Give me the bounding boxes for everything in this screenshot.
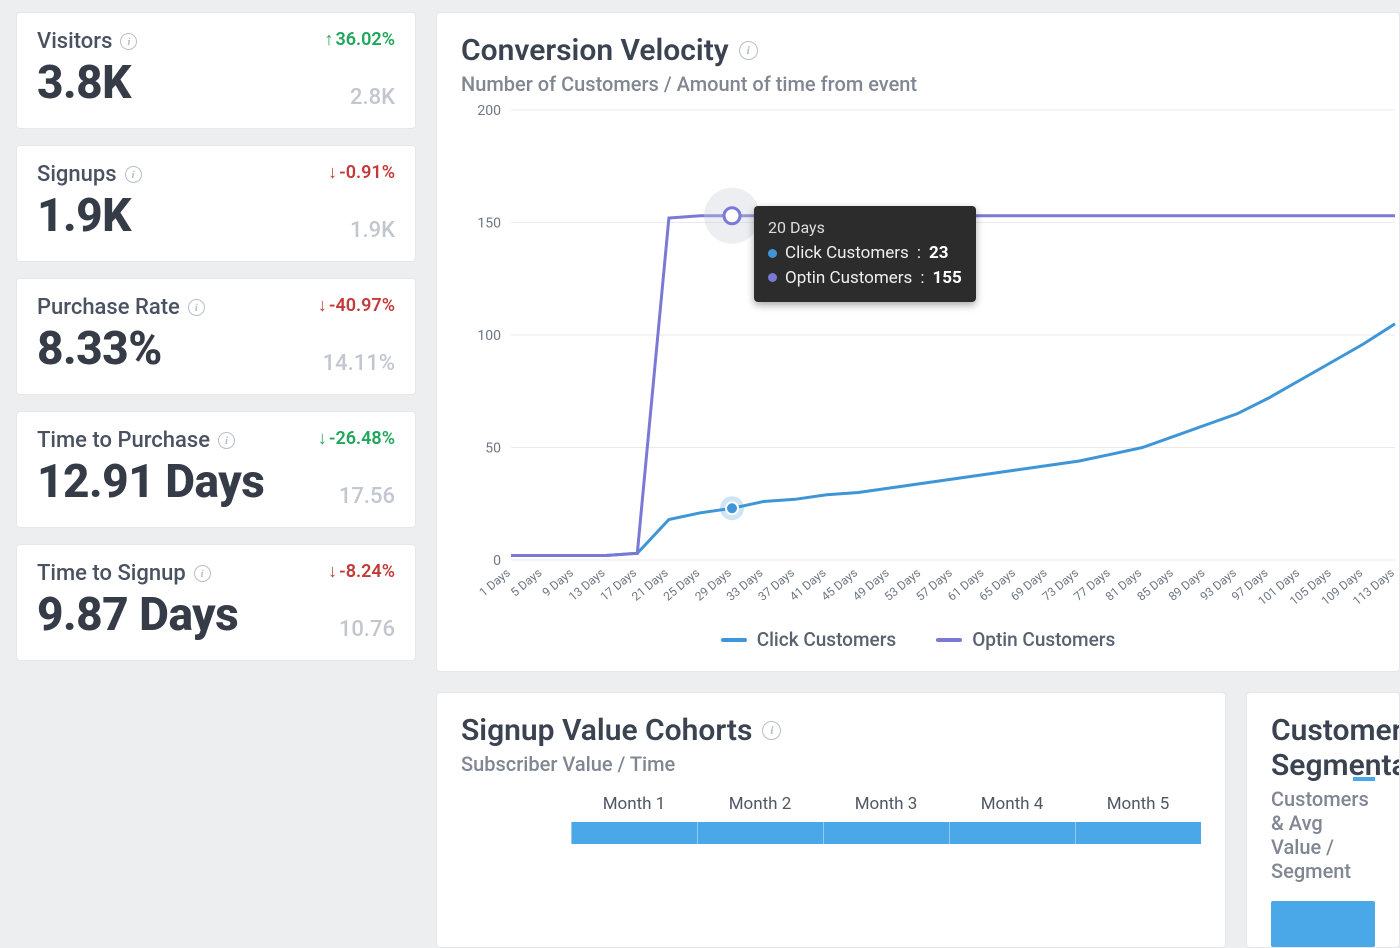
metric-delta: ↓ -40.97% xyxy=(318,295,395,316)
tooltip-series-label: Optin Customers xyxy=(785,266,912,291)
signup-value-cohorts-panel: Signup Value Cohorts i Subscriber Value … xyxy=(436,692,1226,948)
metric-title: Signups xyxy=(37,162,117,187)
conversion-velocity-chart[interactable]: 0501001502001 Days5 Days9 Days13 Days17 … xyxy=(461,100,1375,620)
cohort-column-headers: Month 1 Month 2 Month 3 Month 4 Month 5 xyxy=(461,794,1201,814)
panel-subtitle: Customers & Avg Value / Segment xyxy=(1271,787,1375,883)
metric-delta: ↓ -0.91% xyxy=(328,162,395,183)
svg-text:5 Days: 5 Days xyxy=(508,566,545,600)
info-icon[interactable]: i xyxy=(188,299,205,316)
metric-value: 1.9K xyxy=(37,189,142,243)
chart-legend: Click Customers Optin Customers xyxy=(461,628,1375,651)
cohort-col: Month 5 xyxy=(1075,794,1201,814)
metric-card-time-to-signup[interactable]: Time to Signup i 9.87 Days ↓ -8.24% 10.7… xyxy=(16,544,416,661)
metric-compare: 2.8K xyxy=(350,85,395,110)
metric-compare: 14.11% xyxy=(323,351,395,376)
cohort-col: Month 1 xyxy=(571,794,697,814)
metric-delta: ↓ -26.48% xyxy=(318,428,395,449)
metric-card-purchase-rate[interactable]: Purchase Rate i 8.33% ↓ -40.97% 14.11% xyxy=(16,278,416,395)
tooltip-series-value: 23 xyxy=(929,241,949,266)
metric-title: Visitors xyxy=(37,29,112,54)
metric-title: Purchase Rate xyxy=(37,295,180,320)
arrow-up-icon: ↑ xyxy=(324,31,333,49)
legend-item-optin[interactable]: Optin Customers xyxy=(936,628,1115,651)
metric-card-visitors[interactable]: Visitors i 3.8K ↑ 36.02% 2.8K xyxy=(16,12,416,129)
info-icon[interactable]: i xyxy=(194,565,211,582)
info-icon[interactable]: i xyxy=(218,432,235,449)
cohort-col: Month 3 xyxy=(823,794,949,814)
svg-text:1 Days: 1 Days xyxy=(476,566,513,600)
tooltip-series-value: 155 xyxy=(932,266,961,291)
metric-delta: ↑ 36.02% xyxy=(324,29,395,50)
panel-title: Signup Value Cohorts xyxy=(461,713,752,748)
panel-title: Conversion Velocity xyxy=(461,33,729,68)
arrow-down-icon: ↓ xyxy=(328,164,337,182)
metric-value: 9.87 Days xyxy=(37,588,238,642)
panel-subtitle: Number of Customers / Amount of time fro… xyxy=(461,72,1375,96)
tooltip-dot-icon xyxy=(768,273,777,282)
legend-swatch-icon xyxy=(936,638,962,642)
cohort-col: Month 2 xyxy=(697,794,823,814)
panel-title: Customer Segmentation xyxy=(1271,713,1400,783)
metric-card-time-to-purchase[interactable]: Time to Purchase i 12.91 Days ↓ -26.48% … xyxy=(16,411,416,528)
segment-legend-swatch-icon xyxy=(1353,777,1375,781)
tooltip-dot-icon xyxy=(768,249,777,258)
svg-text:0: 0 xyxy=(493,553,501,569)
info-icon[interactable]: i xyxy=(739,41,758,60)
info-icon[interactable]: i xyxy=(120,33,137,50)
svg-text:100: 100 xyxy=(477,328,501,344)
metrics-sidebar: Visitors i 3.8K ↑ 36.02% 2.8K Signups i … xyxy=(16,12,416,948)
arrow-down-icon: ↓ xyxy=(318,297,327,315)
metric-compare: 1.9K xyxy=(350,218,395,243)
chart-tooltip: 20 Days Click Customers: 23 Optin Custom… xyxy=(754,206,976,302)
arrow-down-icon: ↓ xyxy=(328,563,337,581)
svg-text:200: 200 xyxy=(477,103,501,119)
customer-segmentation-panel: Customer Segmentation i Customers & Avg … xyxy=(1246,692,1400,948)
svg-text:50: 50 xyxy=(485,441,501,457)
legend-label: Optin Customers xyxy=(972,628,1115,651)
cohort-col: Month 4 xyxy=(949,794,1075,814)
metric-value: 8.33% xyxy=(37,322,205,376)
metric-compare: 10.76 xyxy=(339,617,395,642)
info-icon[interactable]: i xyxy=(762,721,781,740)
metric-card-signups[interactable]: Signups i 1.9K ↓ -0.91% 1.9K xyxy=(16,145,416,262)
tooltip-series-label: Click Customers xyxy=(785,241,909,266)
metric-title: Time to Purchase xyxy=(37,428,210,453)
conversion-velocity-panel: Conversion Velocity i Number of Customer… xyxy=(436,12,1400,672)
legend-item-click[interactable]: Click Customers xyxy=(721,628,897,651)
metric-value: 3.8K xyxy=(37,56,137,110)
tooltip-x-label: 20 Days xyxy=(768,216,962,239)
svg-text:150: 150 xyxy=(477,216,501,232)
metric-value: 12.91 Days xyxy=(37,455,264,509)
info-icon[interactable]: i xyxy=(125,166,142,183)
panel-subtitle: Subscriber Value / Time xyxy=(461,752,1201,776)
legend-label: Click Customers xyxy=(757,628,897,651)
metric-delta: ↓ -8.24% xyxy=(328,561,395,582)
legend-swatch-icon xyxy=(721,638,747,642)
metric-compare: 17.56 xyxy=(339,484,395,509)
arrow-down-icon: ↓ xyxy=(318,430,327,448)
metric-title: Time to Signup xyxy=(37,561,186,586)
cohort-bar-row xyxy=(461,822,1201,844)
segment-bar xyxy=(1271,901,1375,947)
